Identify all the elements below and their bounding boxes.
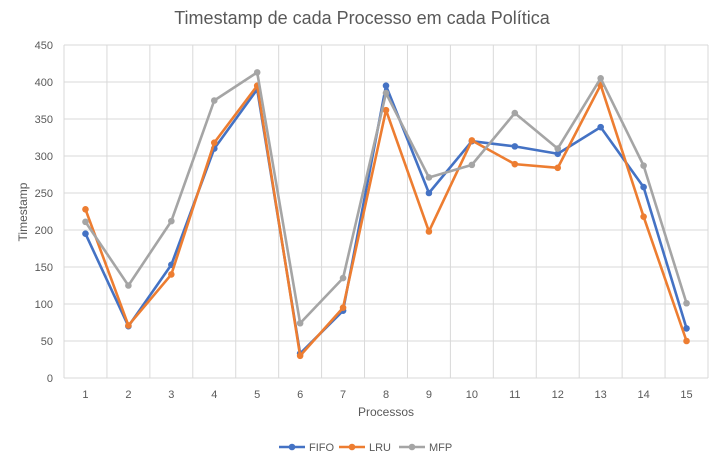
data-point-fifo [683,325,690,332]
y-tick-label: 150 [35,262,53,274]
y-tick-label: 0 [47,373,53,385]
data-point-fifo [511,143,519,150]
series [82,69,690,360]
x-tick-label: 11 [509,389,520,401]
data-point-mfp [640,162,647,169]
x-tick-label: 13 [595,389,607,401]
y-tick-label: 250 [35,188,53,200]
data-point-fifo [554,150,562,158]
data-point-mfp [382,89,390,97]
data-point-fifo [82,230,89,237]
y-tick-labels: 0 50 100 150 200 250 300 350 400 450 [35,40,53,385]
data-point-mfp [296,319,304,327]
data-point-mfp [82,218,89,226]
legend-item-lru: LRU [339,442,391,454]
data-point-lru [511,160,519,168]
x-tick-label: 3 [168,389,174,401]
data-point-mfp [125,282,132,289]
x-tick-label: 2 [125,389,131,401]
y-tick-label: 400 [35,77,53,89]
legend-swatch-marker [408,443,416,451]
legend: FIFO LRU MFP [279,442,452,454]
data-point-mfp [683,299,690,307]
x-tick-labels: 1 2 3 4 5 6 7 8 9 10 11 12 13 14 15 [82,389,692,401]
x-axis-title: Processos [358,405,414,419]
y-tick-label: 50 [41,336,53,348]
legend-swatch-marker [288,443,296,451]
x-tick-label: 6 [297,389,303,401]
data-point-lru [125,322,132,329]
series-lru [82,81,690,360]
y-axis-title: Timestamp [16,182,30,241]
data-point-fifo [597,123,604,131]
data-point-lru [554,164,562,172]
legend-label: FIFO [309,442,334,454]
series-line-lru [84,83,688,358]
x-tick-label: 5 [254,389,260,401]
data-point-lru [425,228,433,235]
y-tick-label: 450 [35,40,53,52]
x-tick-label: 7 [340,389,346,401]
data-point-mfp [554,145,562,152]
data-point-lru [468,137,476,144]
data-point-fifo [425,189,433,197]
data-point-lru [82,205,89,213]
y-tick-label: 350 [35,114,53,126]
legend-item-mfp: MFP [399,442,452,454]
legend-label: LRU [369,442,391,454]
data-point-lru [683,337,690,345]
data-point-lru [640,213,647,220]
chart-title: Timestamp de cada Processo em cada Polít… [174,8,550,28]
data-point-mfp [468,161,476,169]
data-point-mfp [339,274,347,282]
data-point-lru [210,139,218,146]
legend-item-fifo: FIFO [279,442,334,454]
series-mfp [82,69,690,327]
data-point-lru [382,106,390,114]
data-point-lru [296,352,304,360]
data-point-mfp [597,75,604,82]
x-tick-label: 15 [680,389,692,401]
x-tick-label: 10 [466,389,478,401]
data-point-fifo [382,82,390,89]
data-point-lru [168,271,175,278]
data-point-mfp [210,97,218,104]
data-point-lru [339,304,347,312]
data-point-mfp [511,109,519,117]
data-point-mfp [253,69,261,76]
legend-label: MFP [429,442,452,454]
x-tick-label: 1 [82,389,88,401]
data-point-mfp [168,217,175,225]
x-tick-label: 4 [211,389,217,401]
x-tick-label: 9 [426,389,432,401]
data-point-mfp [425,174,433,181]
x-tick-label: 12 [552,389,564,401]
y-tick-label: 300 [35,151,53,163]
y-tick-label: 100 [35,299,53,311]
y-tick-label: 200 [35,225,53,237]
series-line-fifo [84,84,688,355]
x-tick-label: 8 [383,389,389,401]
legend-swatch-marker [348,443,356,451]
x-tick-label: 14 [637,389,649,401]
data-point-fifo [640,183,647,191]
